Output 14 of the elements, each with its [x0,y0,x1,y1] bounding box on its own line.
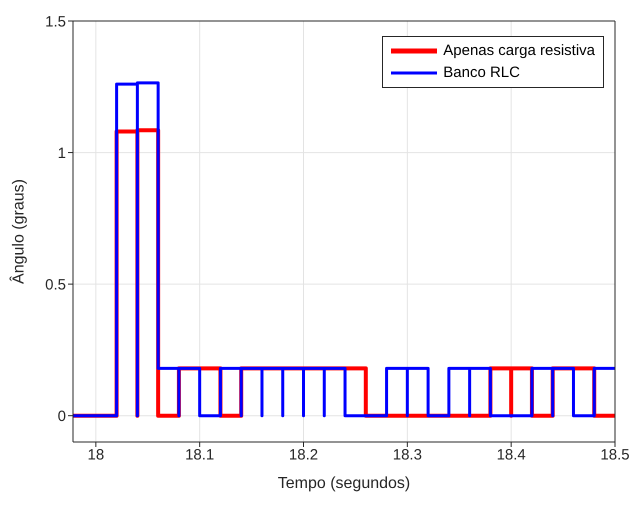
x-tick-label: 18.1 [185,446,214,464]
x-axis-title: Tempo (segundos) [278,475,410,492]
y-tick-label: 0 [58,408,66,426]
x-tick-label: 18.3 [392,446,422,464]
x-tick-label: 18.4 [496,446,526,464]
y-tick-label: 0.5 [45,276,66,294]
x-tick-label: 18.2 [288,446,318,464]
y-tick-label: 1 [58,144,66,162]
legend-label: Banco RLC [443,63,520,83]
y-axis-title: Ângulo (graus) [10,179,28,284]
x-tick-label: 18 [88,446,104,464]
x-tick-label: 18.5 [600,446,630,464]
legend-label: Apenas carga resistiva [443,41,595,61]
y-tick-label: 1.5 [45,13,66,30]
